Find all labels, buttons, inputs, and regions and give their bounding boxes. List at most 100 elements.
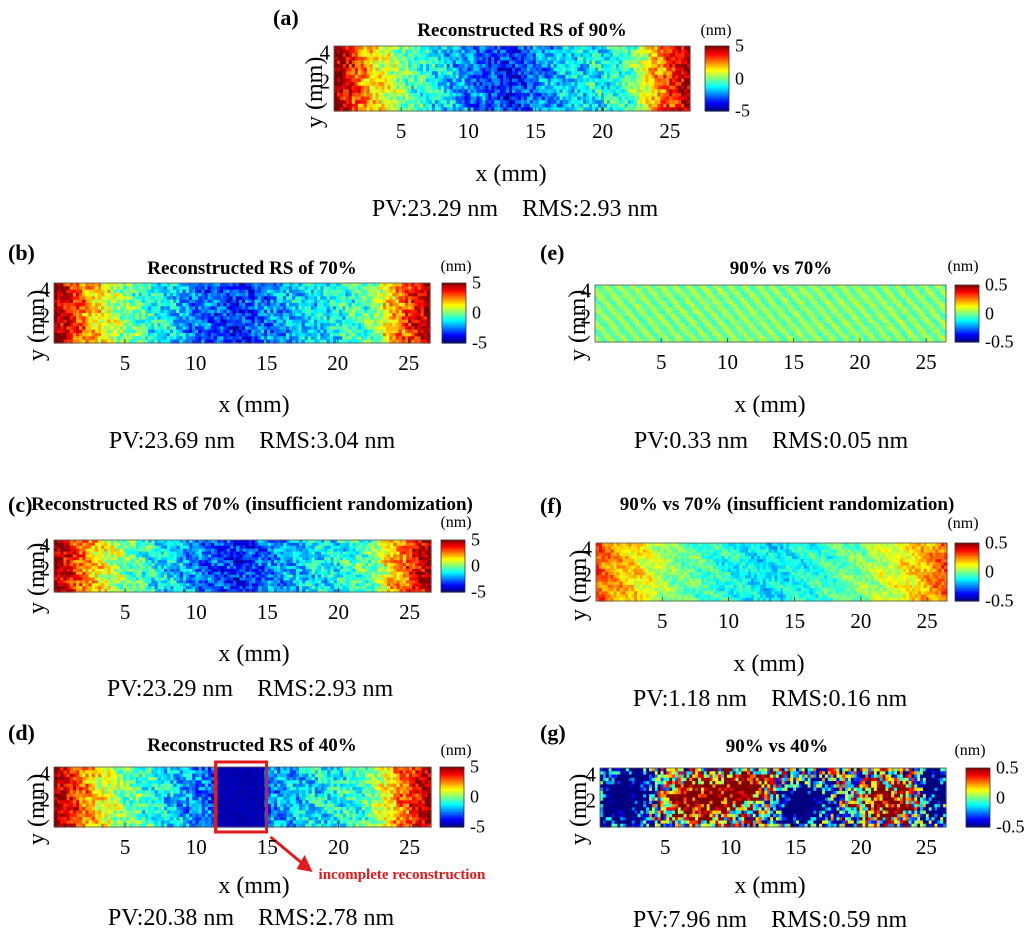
- heatmap-cell: [681, 46, 685, 51]
- heatmap-cell: [538, 64, 543, 69]
- heatmap-cell: [491, 53, 495, 58]
- heatmap-cell: [467, 64, 472, 69]
- heatmap-cell: [336, 64, 341, 69]
- heatmap-cell: [532, 56, 537, 62]
- heatmap-cell: [675, 49, 679, 54]
- heatmap-cell: [657, 56, 661, 62]
- heatmap-cell: [589, 46, 593, 51]
- heatmap-cell: [669, 60, 673, 65]
- heatmap-cell: [609, 46, 614, 51]
- heatmap-cell: [553, 53, 558, 58]
- heatmap-cell: [387, 64, 391, 69]
- heatmap-cell: [577, 64, 581, 69]
- heatmap-cell: [678, 60, 682, 65]
- heatmap-cell: [681, 60, 685, 65]
- heatmap-cell: [574, 53, 578, 58]
- heatmap-cell: [663, 56, 667, 62]
- heatmap-cell: [520, 53, 525, 58]
- heatmap-cell: [446, 60, 451, 65]
- heatmap-cell: [577, 49, 581, 54]
- heatmap-cell: [387, 53, 391, 58]
- heatmap-cell: [636, 49, 641, 54]
- heatmap-cell: [562, 49, 566, 54]
- heatmap-cell: [562, 60, 566, 65]
- heatmap-cell: [411, 46, 415, 51]
- heatmap-cell: [672, 46, 676, 51]
- heatmap-cell: [476, 60, 480, 65]
- heatmap-cell: [408, 56, 412, 62]
- heatmap-cell: [399, 56, 403, 62]
- heatmap-cell: [532, 49, 537, 54]
- heatmap-cell: [618, 49, 623, 54]
- heatmap-cell: [654, 56, 658, 62]
- heatmap-cell: [577, 56, 581, 62]
- heatmap-cell: [452, 64, 457, 69]
- heatmap-cell: [595, 60, 599, 65]
- heatmap-cell: [681, 53, 685, 58]
- heatmap-cell: [336, 53, 341, 58]
- heatmap-cell: [666, 56, 670, 62]
- heatmap-cell: [612, 49, 617, 54]
- heatmap-cell: [425, 56, 430, 62]
- heatmap-cell: [414, 56, 418, 62]
- heatmap-cell: [660, 60, 664, 65]
- heatmap-cell: [366, 49, 371, 54]
- heatmap-cell: [390, 56, 394, 62]
- heatmap-cell: [589, 49, 593, 54]
- heatmap-cell: [437, 56, 442, 62]
- heatmap-cell: [568, 53, 572, 58]
- heatmap-cell: [500, 60, 504, 65]
- heatmap-cell: [488, 53, 492, 58]
- heatmap-cell: [417, 64, 421, 69]
- heatmap-cell: [423, 60, 427, 65]
- heatmap-cell: [514, 64, 519, 69]
- heatmap-cell: [434, 49, 439, 54]
- heatmap-cell: [390, 60, 394, 65]
- heatmap-cell: [583, 46, 587, 51]
- heatmap-cell: [535, 46, 540, 51]
- heatmap-cell: [642, 46, 647, 51]
- heatmap-cell: [339, 60, 344, 65]
- heatmap-cell: [402, 49, 406, 54]
- heatmap-cell: [497, 64, 501, 69]
- heatmap-cell: [672, 60, 676, 65]
- heatmap-cell: [461, 53, 466, 58]
- heatmap-cell: [586, 53, 590, 58]
- heatmap-cell: [583, 60, 587, 65]
- heatmap-cell: [639, 49, 644, 54]
- heatmap-cell: [514, 53, 519, 58]
- heatmap-cell: [405, 60, 409, 65]
- heatmap-cell: [512, 64, 516, 69]
- heatmap-cell: [351, 64, 356, 69]
- heatmap-cell: [446, 46, 451, 51]
- heatmap-cell: [485, 53, 489, 58]
- heatmap-cell: [467, 46, 472, 51]
- heatmap-cell: [642, 49, 647, 54]
- heatmap-cell: [420, 56, 424, 62]
- heatmap-cell: [609, 49, 614, 54]
- heatmap-cell: [458, 53, 463, 58]
- heatmap-cell: [526, 46, 531, 51]
- heatmap-cell: [606, 56, 611, 62]
- heatmap-cell: [592, 56, 596, 62]
- heatmap-cell: [663, 60, 667, 65]
- heatmap-cell: [473, 46, 477, 51]
- heatmap-cell: [506, 64, 510, 69]
- heatmap-cell: [636, 56, 641, 62]
- heatmap-cell: [402, 60, 406, 65]
- heatmap-cell: [461, 56, 466, 62]
- heatmap-cell: [562, 64, 566, 69]
- heatmap-cell: [420, 49, 424, 54]
- heatmap-cell: [544, 53, 549, 58]
- heatmap-cell: [363, 49, 368, 54]
- heatmap-cell: [532, 46, 537, 51]
- heatmap-cell: [473, 56, 477, 62]
- heatmap-cell: [553, 46, 558, 51]
- heatmap-cell: [423, 46, 427, 51]
- heatmap-cell: [529, 49, 534, 54]
- heatmap-cell: [399, 49, 403, 54]
- heatmap-cell: [595, 49, 599, 54]
- heatmap-cell: [455, 53, 460, 58]
